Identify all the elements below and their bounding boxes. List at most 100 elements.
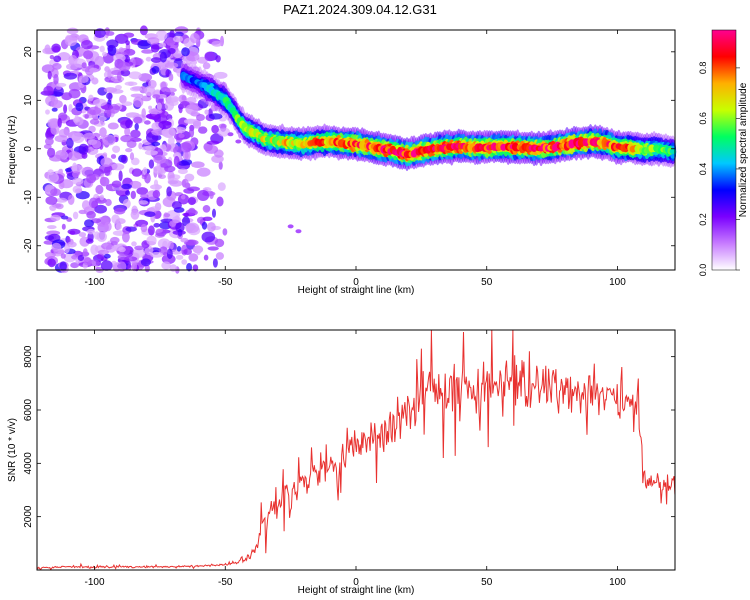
- noise-blob: [177, 228, 183, 237]
- noise-blob: [99, 176, 107, 186]
- noise-blob: [144, 150, 158, 156]
- colorbar-label: Normalized spectral amplitude: [738, 82, 749, 217]
- noise-blob: [78, 232, 87, 238]
- x-tick-label: -100: [85, 277, 105, 288]
- noise-blob: [153, 223, 160, 228]
- noise-blob: [140, 258, 151, 267]
- noise-blob: [72, 185, 83, 194]
- noise-blob: [47, 172, 59, 183]
- noise-blob: [118, 47, 124, 53]
- noise-blob: [130, 86, 143, 92]
- noise-blob: [59, 261, 67, 271]
- noise-blob: [66, 137, 74, 149]
- y-tick-label: 2000: [23, 505, 34, 528]
- noise-blob: [102, 51, 108, 57]
- noise-blob: [165, 69, 170, 78]
- noise-blob: [115, 85, 122, 90]
- noise-blob: [107, 69, 112, 79]
- spectrogram-ridge: [180, 59, 677, 172]
- noise-blob: [175, 254, 184, 260]
- noise-blob: [67, 194, 75, 205]
- noise-blob: [152, 94, 161, 99]
- noise-blob: [148, 108, 163, 115]
- snr-y-axis: 2000 4000 6000 8000: [23, 345, 675, 528]
- noise-blob: [138, 73, 153, 82]
- noise-blob: [125, 190, 131, 196]
- noise-blob: [77, 255, 85, 261]
- noise-blob: [188, 127, 195, 138]
- noise-blob: [131, 168, 142, 177]
- noise-blob: [51, 242, 62, 252]
- noise-blob: [148, 225, 155, 236]
- noise-blob: [192, 245, 204, 254]
- noise-blob: [115, 218, 126, 225]
- noise-blob: [125, 226, 137, 232]
- noise-blob: [104, 221, 112, 232]
- noise-blob: [45, 109, 50, 115]
- noise-blob: [235, 139, 242, 144]
- noise-blob: [218, 123, 227, 129]
- noise-blob: [146, 37, 160, 45]
- noise-blob: [172, 35, 184, 43]
- x-tick-label: 50: [481, 277, 493, 288]
- colorbar-gradient: [712, 30, 736, 270]
- noise-blob: [212, 208, 216, 218]
- noise-blob: [185, 239, 199, 246]
- colorbar: 0.0 0.2 0.4 0.6 0.8 Normalized spectral ampl…: [698, 29, 749, 277]
- y-tick-label: -10: [23, 190, 34, 205]
- noise-blob: [50, 124, 60, 135]
- y-tick-label: 4000: [23, 452, 34, 475]
- noise-blob: [138, 200, 149, 205]
- noise-blob: [107, 122, 119, 130]
- noise-blob: [45, 95, 59, 107]
- noise-blob: [110, 163, 125, 171]
- noise-blob: [63, 252, 76, 263]
- spectrogram-y-label: Frequency (Hz): [7, 116, 18, 185]
- noise-blob: [112, 145, 121, 153]
- noise-blob: [47, 225, 57, 230]
- noise-blob: [202, 205, 211, 213]
- noise-blob: [57, 117, 62, 128]
- noise-blob: [217, 127, 231, 137]
- noise-blob: [84, 219, 94, 228]
- noise-blob: [60, 215, 69, 220]
- noise-blob: [183, 248, 192, 255]
- noise-blob: [173, 126, 186, 134]
- noise-blob: [191, 161, 205, 168]
- noise-blob: [171, 201, 182, 210]
- noise-blob: [68, 104, 73, 112]
- noise-blob: [196, 249, 201, 256]
- noise-blob: [86, 228, 96, 235]
- noise-blob: [100, 260, 113, 271]
- noise-blob: [53, 73, 59, 85]
- noise-blob: [98, 115, 107, 122]
- noise-blob: [153, 166, 161, 174]
- noise-blob: [78, 75, 89, 83]
- noise-blob: [132, 57, 144, 66]
- noise-blob: [95, 197, 107, 204]
- noise-blob: [63, 72, 78, 80]
- noise-blob: [158, 120, 172, 130]
- spectrogram-y-axis: -20 -10 0 10 20: [23, 46, 675, 253]
- noise-blob: [99, 127, 107, 138]
- noise-blob: [123, 32, 135, 38]
- noise-blob: [145, 56, 152, 62]
- noise-blob: [215, 252, 224, 260]
- noise-blob: [217, 182, 226, 191]
- noise-blob: [202, 62, 211, 70]
- noise-blob: [168, 73, 174, 82]
- noise-blob: [66, 63, 78, 70]
- noise-blob: [50, 188, 61, 196]
- x-tick-label: 100: [609, 277, 626, 288]
- noise-blob: [111, 244, 124, 251]
- noise-blob: [169, 264, 178, 272]
- colorbar-tick-label: 0.0: [698, 264, 708, 277]
- noise-blob: [295, 229, 302, 234]
- noise-blob: [55, 197, 68, 203]
- noise-blob: [65, 167, 73, 173]
- noise-blob: [176, 246, 182, 252]
- noise-blob: [131, 241, 137, 247]
- noise-blob: [68, 88, 81, 99]
- noise-blob: [204, 51, 216, 62]
